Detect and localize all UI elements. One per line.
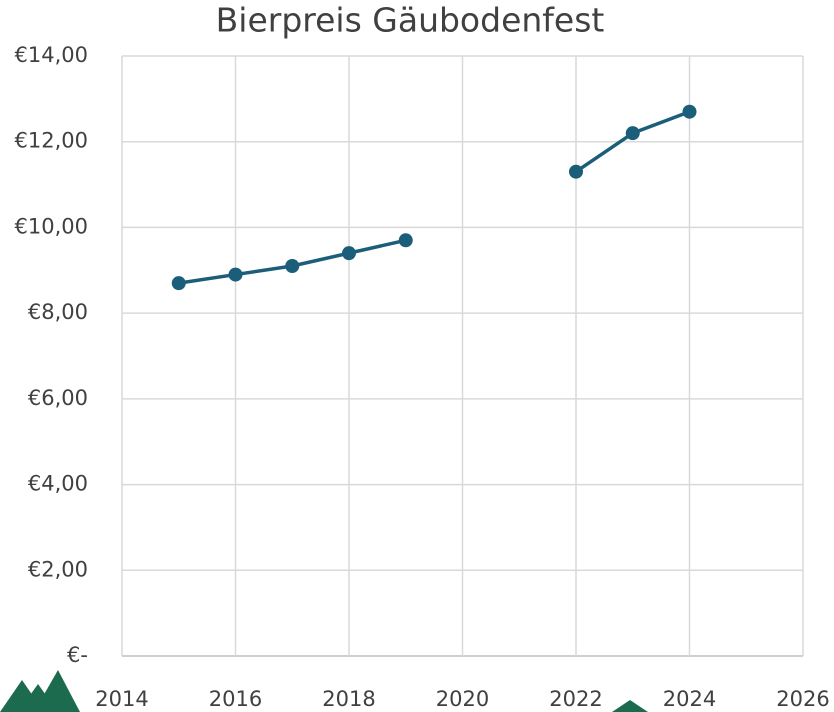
x-tick-label: 2026 [776, 687, 829, 711]
x-tick-label: 2016 [209, 687, 262, 711]
x-tick-label: 2020 [436, 687, 489, 711]
data-point [399, 233, 413, 247]
data-line [179, 112, 690, 283]
y-tick-label: €12,00 [15, 129, 88, 153]
y-tick-label: €- [67, 643, 88, 667]
data-point [285, 259, 299, 273]
y-tick-label: €14,00 [15, 43, 88, 67]
y-tick-label: €8,00 [28, 300, 88, 324]
y-tick-label: €10,00 [15, 214, 88, 238]
y-tick-label: €6,00 [28, 386, 88, 410]
chart: Bierpreis Gäubodenfest €- €2,00 €4,00 €6,00… [0, 0, 834, 712]
data-point [683, 105, 697, 119]
x-tick-label: 2024 [663, 687, 716, 711]
x-tick-label: 2022 [549, 687, 602, 711]
data-point [569, 165, 583, 179]
y-tick-label: €2,00 [28, 557, 88, 581]
data-point [342, 246, 356, 260]
data-point [172, 276, 186, 290]
data-point [229, 268, 243, 282]
chart-title: Bierpreis Gäubodenfest [216, 1, 605, 40]
data-point [626, 126, 640, 140]
x-tick-label: 2014 [95, 687, 148, 711]
x-tick-label: 2018 [322, 687, 375, 711]
y-tick-label: €4,00 [28, 472, 88, 496]
